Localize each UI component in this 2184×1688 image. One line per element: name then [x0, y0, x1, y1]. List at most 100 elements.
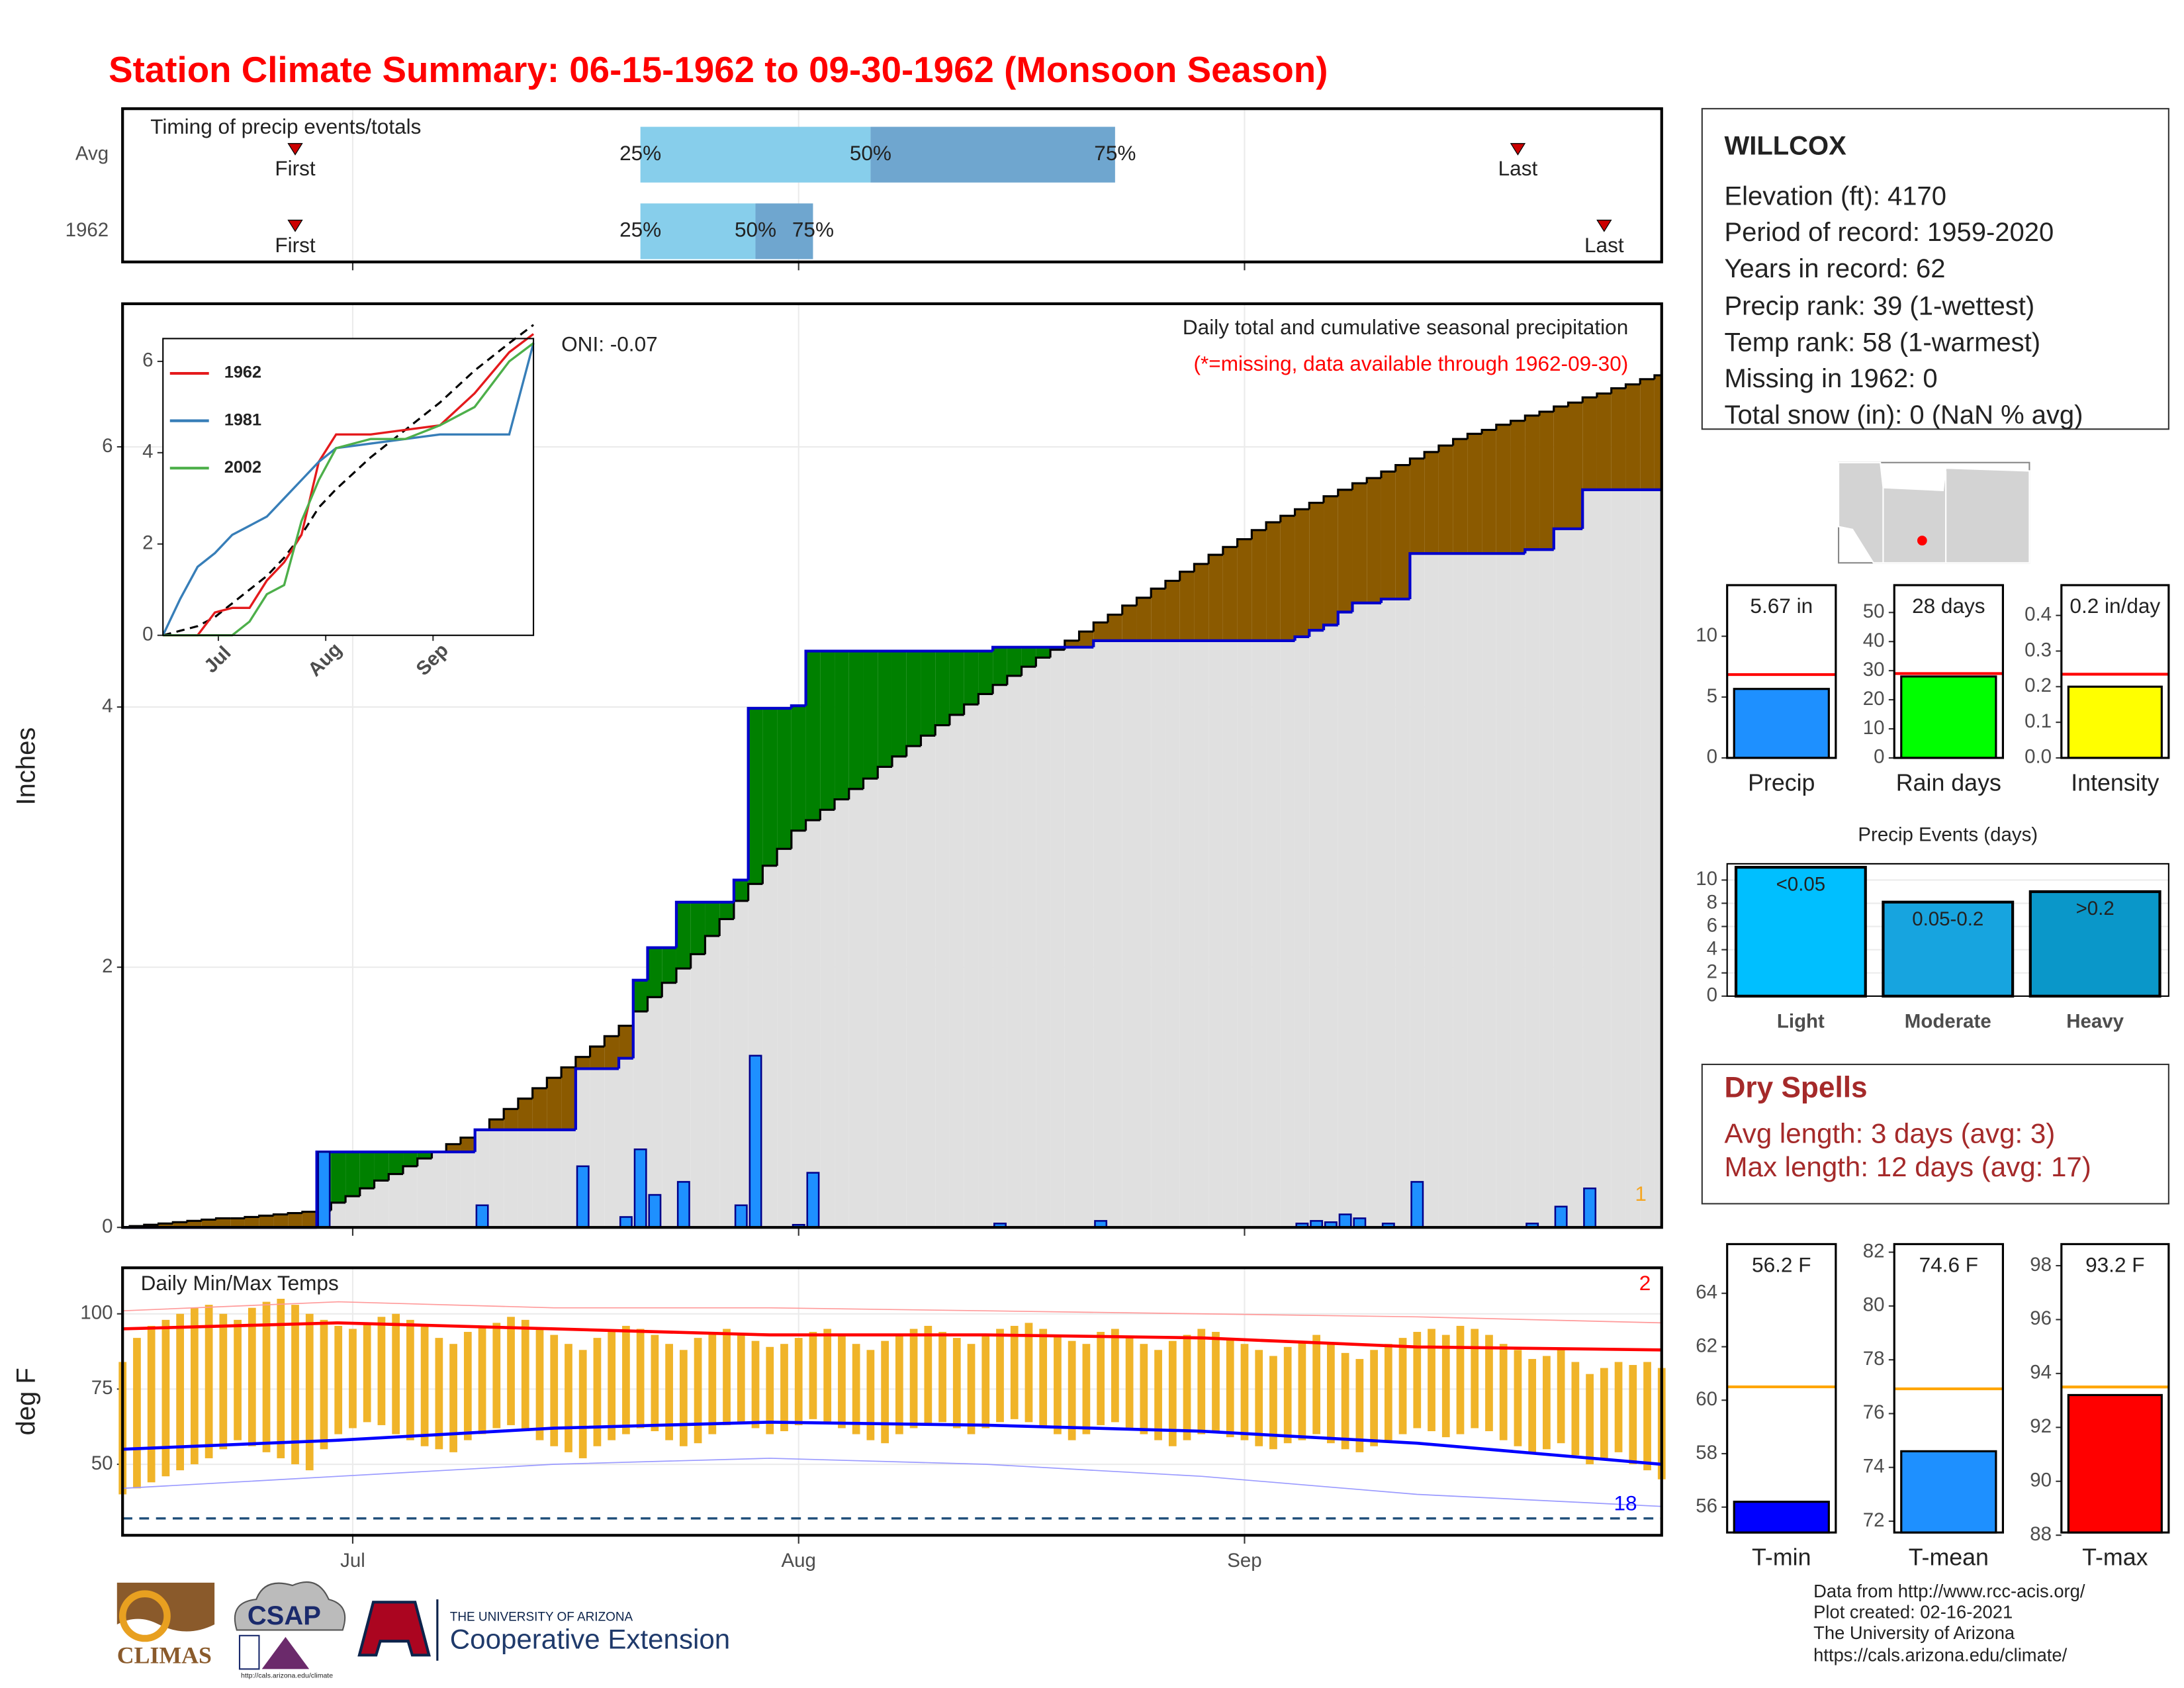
- base-area: [1625, 489, 1641, 1228]
- deficit-area: [216, 1218, 231, 1228]
- deficit-area: [446, 1144, 461, 1152]
- base-area: [446, 1152, 461, 1228]
- base-area: [820, 810, 835, 1228]
- base-area: [906, 746, 921, 1228]
- deficit-area: [547, 1078, 562, 1130]
- daily-precip-bar: [1554, 1205, 1568, 1229]
- temp-range-bar: [981, 1335, 990, 1429]
- chart-title: Daily total and cumulative seasonal prec…: [1183, 315, 1628, 339]
- summary-bar: [1733, 1501, 1830, 1534]
- average-cumulative-line: [1222, 545, 1238, 555]
- y-tick-label: 50: [1863, 600, 1885, 622]
- average-cumulative-line: [1380, 470, 1396, 479]
- temp-range-bar: [1471, 1329, 1479, 1429]
- average-cumulative-line: [776, 847, 792, 866]
- base-area: [835, 799, 849, 1228]
- daily-precip-bar: [1338, 1213, 1352, 1229]
- average-cumulative-line: [805, 819, 821, 831]
- deficit-area: [1208, 555, 1223, 641]
- deficit-area: [1467, 434, 1482, 554]
- temp-range-bar: [1600, 1368, 1608, 1458]
- temp-range-bar: [507, 1317, 515, 1425]
- y-tick-label: 10: [1863, 717, 1885, 739]
- average-cumulative-line: [790, 829, 806, 849]
- temp-range-bar: [1283, 1346, 1292, 1444]
- y-tick-label: 0: [142, 624, 153, 645]
- station-line: Elevation (ft): 4170: [1724, 181, 1946, 211]
- temp-range-bar: [161, 1319, 170, 1477]
- temp-range-bar: [565, 1344, 572, 1452]
- base-area: [1194, 640, 1209, 1228]
- base-area: [1309, 630, 1324, 1228]
- csap-mountain: [261, 1636, 310, 1669]
- average-cumulative-line: [214, 1217, 231, 1220]
- category-label: Rain days: [1896, 769, 2001, 796]
- row-label: Avg: [75, 142, 109, 164]
- temp-range-bar: [1269, 1356, 1277, 1450]
- surplus-area: [719, 902, 734, 919]
- y-tick-label: 74: [1863, 1456, 1885, 1477]
- temp-range-bar: [1629, 1365, 1637, 1465]
- base-area: [1453, 553, 1468, 1228]
- avg-min-line: [122, 1421, 1662, 1466]
- deficit-area: [259, 1215, 274, 1228]
- average-cumulative-line: [459, 1137, 475, 1145]
- deficit-area: [1654, 375, 1662, 490]
- temp-range-bar: [895, 1335, 903, 1434]
- temp-range-bar: [320, 1319, 328, 1450]
- y-tick-label: 75: [91, 1377, 113, 1399]
- deficit-area: [1237, 539, 1252, 641]
- deficit-area: [187, 1221, 202, 1228]
- temp-range-bar: [1312, 1335, 1321, 1434]
- surplus-area: [835, 651, 849, 800]
- average-cumulative-line: [948, 714, 964, 726]
- average-cumulative-line: [690, 953, 705, 969]
- temp-range-bar: [478, 1325, 486, 1434]
- base-area: [1093, 640, 1109, 1228]
- surplus-area: [762, 708, 778, 866]
- legend-label: 1981: [224, 410, 261, 429]
- base-area: [863, 778, 878, 1228]
- base-area: [949, 714, 964, 1228]
- deficit-area: [1510, 420, 1525, 554]
- bin-label: 0.05-0.2: [1912, 908, 1983, 930]
- cumulative-line: [991, 645, 1094, 651]
- value-label: 74.6 F: [1919, 1252, 1978, 1276]
- base-area: [647, 997, 662, 1228]
- x-tick-label: Light: [1777, 1011, 1825, 1033]
- deficit-area: [173, 1222, 188, 1228]
- average-cumulative-line: [186, 1219, 202, 1223]
- temp-range-bar: [823, 1329, 832, 1423]
- base-area: [791, 830, 806, 1228]
- footer-line: The University of Arizona: [1813, 1622, 2015, 1643]
- deficit-area: [1381, 471, 1396, 599]
- base-area: [432, 1152, 447, 1228]
- value-label: 5.67 in: [1750, 594, 1813, 618]
- dry-spells-box: [1701, 1063, 2169, 1205]
- panel-border: [1893, 1243, 2004, 1534]
- average-cumulative-line: [574, 1056, 590, 1068]
- temp-range-bar: [277, 1299, 285, 1458]
- base-area: [1424, 553, 1439, 1228]
- base-area: [1352, 602, 1367, 1228]
- deficit-area: [575, 1056, 590, 1069]
- y-tick-label: 0.0: [2025, 746, 2052, 768]
- base-area: [1367, 602, 1381, 1228]
- y-tick-label: 56: [1696, 1495, 1717, 1517]
- temp-range-bar: [1398, 1338, 1407, 1434]
- temp-range-bar: [234, 1319, 242, 1440]
- average-cumulative-line: [1408, 457, 1425, 465]
- deficit-area: [1539, 411, 1554, 550]
- temp-range-bar: [708, 1332, 717, 1434]
- surplus-area: [374, 1152, 389, 1181]
- average-cumulative-line: [1423, 451, 1439, 459]
- average-cumulative-line: [488, 1118, 504, 1130]
- quartile-bar: [870, 126, 1115, 183]
- average-cumulative-line: [675, 967, 691, 983]
- average-cumulative-line: [1077, 630, 1094, 641]
- deficit-area: [590, 1047, 605, 1069]
- average-cumulative-line: [991, 684, 1007, 694]
- surplus-area: [748, 708, 763, 884]
